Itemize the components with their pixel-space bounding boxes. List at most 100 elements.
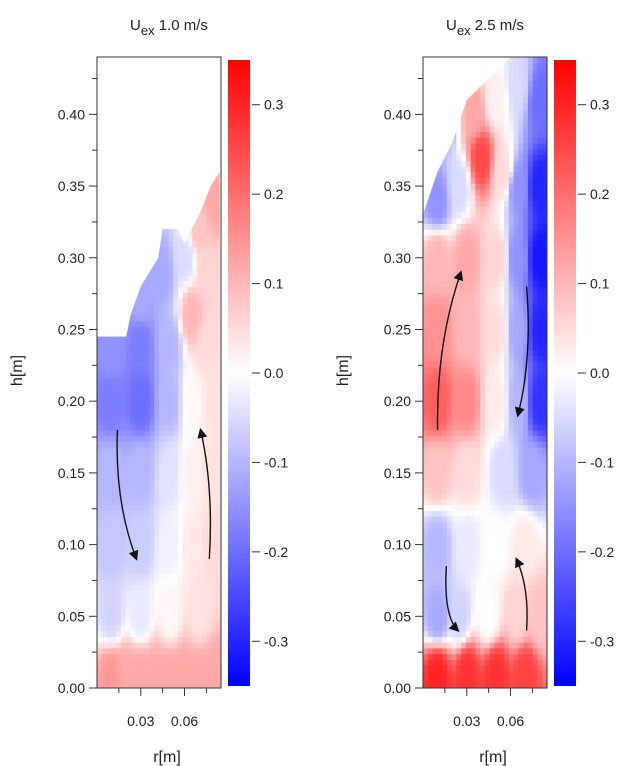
field-cell <box>125 395 131 402</box>
field-cell <box>446 395 453 402</box>
field-cell <box>111 74 116 80</box>
field-cell <box>480 223 486 230</box>
field-cell <box>178 120 183 126</box>
field-cell <box>470 475 477 483</box>
field-cell <box>111 676 117 683</box>
field-cell <box>206 206 213 213</box>
field-cell <box>116 309 122 316</box>
field-cell <box>197 504 203 511</box>
field-cell <box>159 395 165 402</box>
field-cell <box>499 332 505 339</box>
field-cell <box>480 538 486 546</box>
field-cell <box>499 487 505 494</box>
field-cell <box>451 338 457 345</box>
field-cell <box>211 418 217 425</box>
field-cell <box>475 642 481 649</box>
field-cell <box>135 561 141 569</box>
field-cell <box>211 447 217 454</box>
field-cell <box>485 223 491 230</box>
field-cell <box>192 120 197 126</box>
field-cell <box>437 315 443 322</box>
field-cell <box>485 515 491 523</box>
field-cell <box>437 303 443 310</box>
field-cell <box>427 137 434 144</box>
field-cell <box>120 343 127 351</box>
field-cell <box>485 234 491 242</box>
field-cell <box>446 642 453 649</box>
field-cell <box>437 200 443 207</box>
field-cell <box>485 452 491 460</box>
field-cell <box>475 441 481 448</box>
field-cell <box>211 246 217 253</box>
field-cell <box>508 372 515 379</box>
field-cell <box>144 475 151 483</box>
field-cell <box>423 424 429 431</box>
field-cell <box>489 435 496 442</box>
field-cell <box>442 338 448 345</box>
field-cell <box>485 154 491 161</box>
field-cell <box>432 292 438 299</box>
field-cell <box>178 326 184 333</box>
field-cell <box>499 515 505 523</box>
field-cell <box>154 143 159 149</box>
field-cell <box>216 550 221 557</box>
field-cell <box>201 601 208 609</box>
field-cell <box>427 447 434 454</box>
field-cell <box>451 527 457 534</box>
field-cell <box>202 143 207 149</box>
field-cell <box>427 670 434 678</box>
field-cell <box>149 470 155 477</box>
field-cell <box>494 114 500 121</box>
field-cell <box>169 137 174 143</box>
field-cell <box>485 338 491 345</box>
field-cell <box>149 596 155 603</box>
field-cell <box>159 573 165 580</box>
field-cell <box>169 57 174 63</box>
field-cell <box>485 286 491 293</box>
field-cell <box>499 211 505 219</box>
field-cell <box>423 125 429 133</box>
field-cell <box>499 492 505 500</box>
field-cell <box>427 303 434 310</box>
field-cell <box>475 206 481 213</box>
field-cell <box>480 429 486 437</box>
field-cell <box>465 573 472 580</box>
field-cell <box>144 665 151 672</box>
field-cell <box>125 458 131 465</box>
field-cell <box>116 234 122 242</box>
field-cell <box>456 206 462 213</box>
field-cell <box>111 596 117 603</box>
field-cell <box>446 143 453 150</box>
field-cell <box>159 590 165 597</box>
field-cell <box>159 624 165 632</box>
field-cell <box>111 240 117 247</box>
field-cell <box>508 338 515 345</box>
field-cell <box>178 68 183 74</box>
field-cell <box>475 464 481 471</box>
field-cell <box>451 286 457 293</box>
field-cell <box>437 211 443 219</box>
field-cell <box>192 57 197 63</box>
field-cell <box>149 418 155 425</box>
field-cell <box>216 418 221 425</box>
field-cell <box>216 315 221 322</box>
field-cell <box>130 383 136 391</box>
field-cell <box>197 57 202 63</box>
field-cell <box>216 246 221 253</box>
field-cell <box>423 383 429 391</box>
field-cell <box>475 257 481 265</box>
field-cell <box>126 57 131 63</box>
field-cell <box>192 372 198 379</box>
field-cell <box>475 366 481 374</box>
field-cell <box>97 561 103 569</box>
field-cell <box>475 647 481 655</box>
field-cell <box>149 338 155 345</box>
field-cell <box>427 361 434 368</box>
field-cell <box>432 177 438 184</box>
field-cell <box>442 447 448 454</box>
field-cell <box>480 647 486 655</box>
field-cell <box>485 630 491 637</box>
field-cell <box>130 177 136 184</box>
field-cell <box>206 538 213 546</box>
field-cell <box>197 103 202 109</box>
